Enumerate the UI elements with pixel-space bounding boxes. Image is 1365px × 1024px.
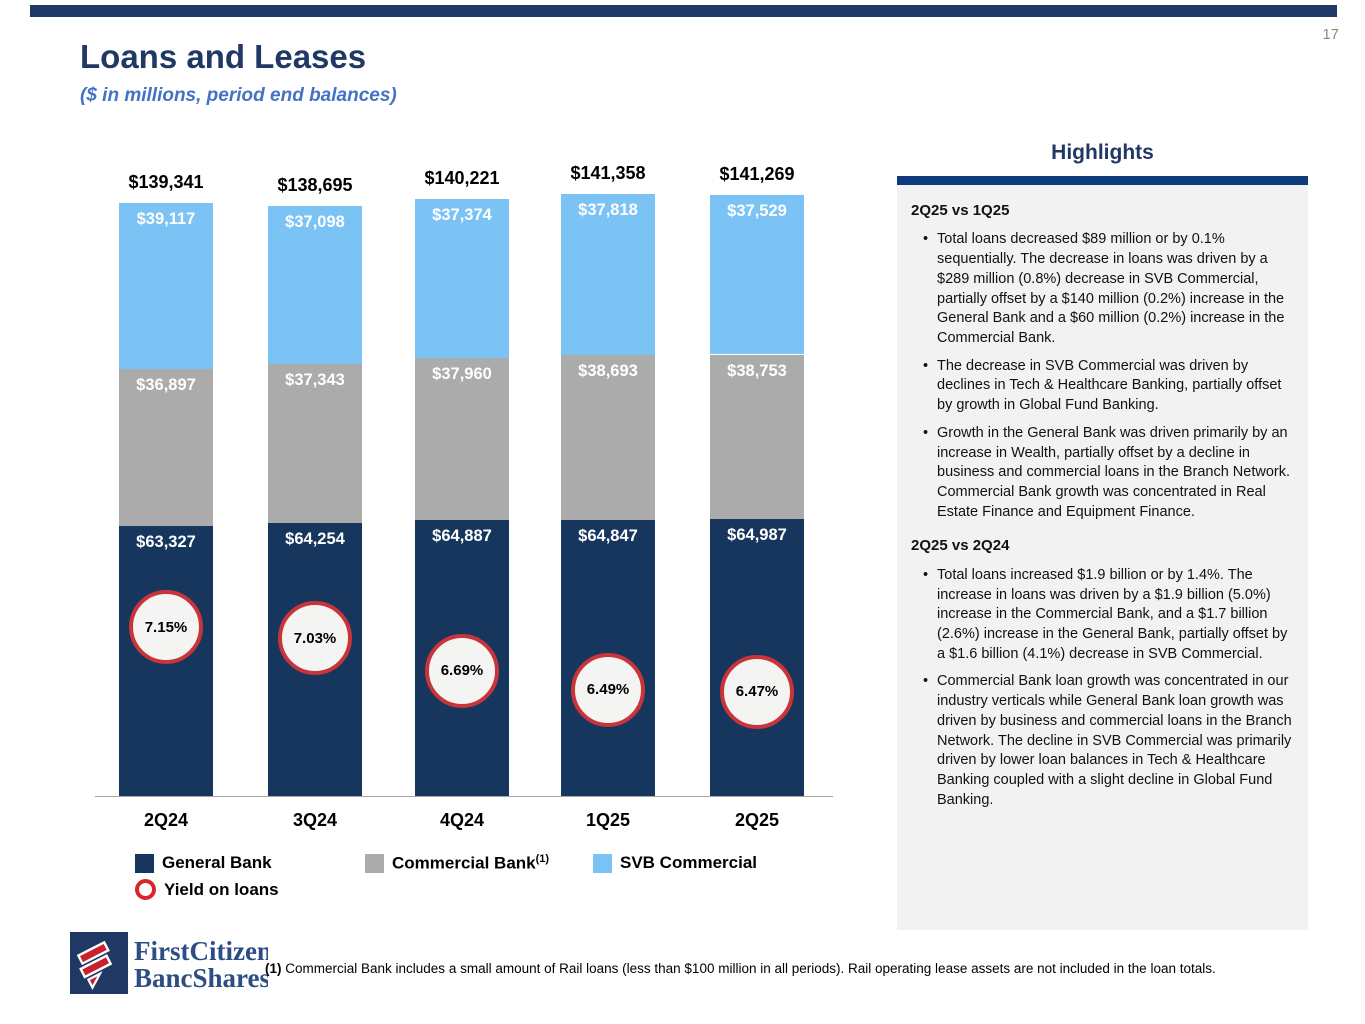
page-subtitle: ($ in millions, period end balances) <box>80 85 397 106</box>
segment-value-label: $37,960 <box>432 365 492 384</box>
segment-value-label: $64,847 <box>578 527 638 546</box>
bullet-text: Growth in the General Bank was driven pr… <box>937 424 1290 520</box>
yield-marker: 7.15% <box>129 590 203 664</box>
footnote: (1) Commercial Bank includes a small amo… <box>265 961 1225 976</box>
bullet-icon: • <box>923 357 929 374</box>
legend-item-general-bank: General Bank <box>135 853 365 873</box>
legend-label-text: Commercial Bank <box>392 853 536 873</box>
segment-value-label: $38,693 <box>578 362 638 381</box>
legend-label: Commercial Bank(1) <box>392 853 549 874</box>
commercial-bank-swatch <box>365 853 384 873</box>
bar-total-label: $140,221 <box>424 168 500 189</box>
segment-value-label: $63,327 <box>136 533 196 552</box>
bullet-icon: • <box>923 231 929 248</box>
top-accent-bar <box>30 5 1337 17</box>
bullet-text: The decrease in SVB Commercial was drive… <box>937 357 1282 414</box>
highlight-bullet: • Growth in the General Bank was driven p… <box>911 424 1292 523</box>
footnote-marker: (1) <box>265 961 282 976</box>
yield-marker: 6.69% <box>425 633 499 708</box>
page-title: Loans and Leases <box>80 38 367 75</box>
bullet-icon: • <box>923 566 929 583</box>
logo-flag-icon <box>76 940 113 991</box>
bullet-text: Total loans increased $1.9 billion or by… <box>937 566 1288 662</box>
segment-value-label: $37,374 <box>432 206 492 225</box>
bar-total-label: $141,358 <box>570 163 646 184</box>
legend-label: Yield on loans <box>164 879 279 899</box>
first-citizens-bancshares-logo: FirstCitizens BancShares® <box>70 932 268 994</box>
bar-segment-svb-commercial: $37,374 <box>415 199 509 359</box>
bar-total-label: $138,695 <box>277 174 353 195</box>
segment-value-label: $64,254 <box>285 529 345 548</box>
x-axis-tick-label: 2Q24 <box>143 810 189 830</box>
bullet-text: Total loans decreased $89 million or by … <box>937 231 1285 346</box>
bar-segment-commercial-bank: $36,897 <box>119 369 213 527</box>
highlight-bullet: • Total loans increased $1.9 billion or b… <box>911 566 1292 665</box>
yield-marker: 7.03% <box>278 601 352 676</box>
bar-segment-commercial-bank: $37,343 <box>268 363 362 523</box>
segment-value-label: $37,098 <box>285 212 345 231</box>
highlights-section-heading: 2Q25 vs 1Q25 <box>911 202 1010 219</box>
x-axis-tick-label: 4Q24 <box>439 810 485 830</box>
legend-label: SVB Commercial <box>620 853 757 873</box>
legend-label: General Bank <box>162 853 272 873</box>
legend-footnote-ref: (1) <box>535 853 550 865</box>
bar-segment-commercial-bank: $37,960 <box>415 358 509 520</box>
bar-segment-commercial-bank: $38,753 <box>710 354 804 520</box>
bar-segment-svb-commercial: $37,529 <box>710 194 804 355</box>
segment-value-label: $37,818 <box>578 201 638 220</box>
yield-ring-icon <box>135 879 156 900</box>
x-axis-tick-label: 1Q25 <box>585 810 631 830</box>
x-axis-tick-label: 2Q25 <box>734 810 780 830</box>
highlight-bullet: • Total loans decreased $89 million or by… <box>911 230 1292 348</box>
logo-text-line2: BancShares® <box>134 963 268 993</box>
bar-total-label: $139,341 <box>128 172 204 192</box>
yield-marker: 6.47% <box>720 654 794 729</box>
bar-total-label: $141,269 <box>719 163 795 184</box>
bar-segment-svb-commercial: $37,098 <box>268 205 362 364</box>
bullet-text: Commercial Bank loan growth was concentr… <box>937 673 1292 808</box>
legend-item-commercial-bank: Commercial Bank(1) <box>365 853 593 874</box>
segment-value-label: $64,887 <box>432 526 492 545</box>
page-number: 17 <box>1322 26 1339 43</box>
highlight-bullet: • Commercial Bank loan growth was concent… <box>911 672 1292 810</box>
segment-value-label: $37,343 <box>285 370 345 389</box>
footnote-text: Commercial Bank includes a small amount … <box>281 961 1216 976</box>
segment-value-label: $36,897 <box>136 376 196 395</box>
x-axis-line <box>95 796 833 797</box>
chart: $63,327 $36,897 $39,117 $139,341 2Q24 7.15% $6… <box>95 160 840 840</box>
yield-marker: 6.49% <box>571 652 645 727</box>
segment-value-label: $64,987 <box>727 526 787 545</box>
segment-value-label: $38,753 <box>727 361 787 380</box>
x-axis-tick-label: 3Q24 <box>292 810 338 830</box>
legend-item-svb-commercial: SVB Commercial <box>593 853 757 873</box>
bullet-icon: • <box>923 424 929 441</box>
highlights-accent-stripe <box>897 176 1308 185</box>
logo-text-line1: FirstCitizens <box>134 936 268 966</box>
segment-value-label: $37,529 <box>727 201 787 220</box>
segment-value-label: $39,117 <box>136 210 196 228</box>
highlights-panel: 2Q25 vs 1Q25 • Total loans decreased $89 m… <box>897 185 1308 930</box>
bar-segment-commercial-bank: $38,693 <box>561 355 655 521</box>
bar-segment-svb-commercial: $37,818 <box>561 194 655 356</box>
highlights-title: Highlights <box>1051 141 1154 164</box>
highlight-bullet: • The decrease in SVB Commercial was driv… <box>911 357 1292 416</box>
bullet-icon: • <box>923 673 929 690</box>
general-bank-swatch <box>135 853 154 873</box>
highlights-section-heading: 2Q25 vs 2Q24 <box>911 537 1010 555</box>
bar-segment-svb-commercial: $39,117 <box>119 203 213 370</box>
legend-item-yield-on-loans: Yield on loans <box>135 879 279 900</box>
svb-commercial-swatch <box>593 853 612 873</box>
